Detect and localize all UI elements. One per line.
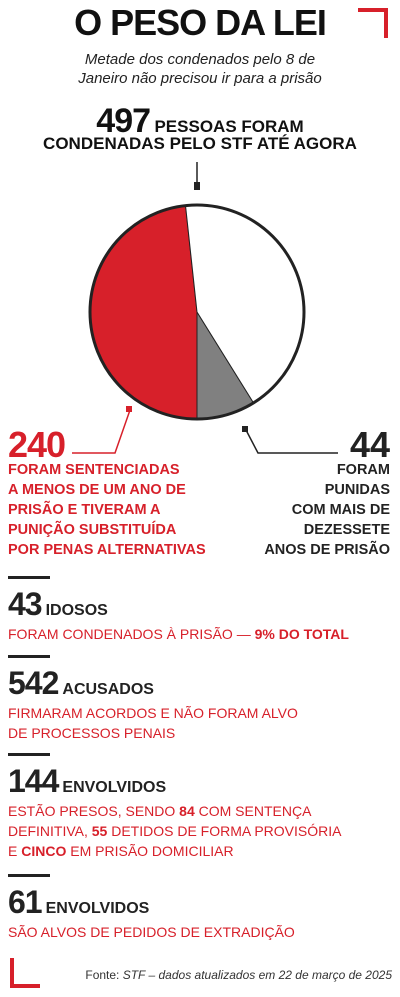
stat-text-highlight: 9% DO TOTAL [254, 626, 349, 642]
stat-text-part: E [8, 843, 22, 859]
source-note: Fonte: STF – dados atualizados em 22 de … [85, 968, 392, 982]
stat-number: 61 [8, 884, 43, 920]
stat-word: IDOSOS [45, 602, 108, 619]
red-leader-marker [126, 406, 132, 412]
red-leader-line [72, 409, 131, 454]
stat-text-part: DETIDOS DE FORMA PROVISÓRIA [107, 823, 342, 839]
stat-text-line: FIRMARAM ACORDOS E NÃO FORAM ALVO [8, 705, 298, 721]
stat-text-part: EM PRISÃO DOMICILIAR [66, 843, 234, 859]
gray-callout-line: ANOS DE PRISÃO [264, 542, 390, 558]
stat-word: ACUSADOS [62, 681, 154, 698]
stat-text-line: E CINCO EM PRISÃO DOMICILIAR [8, 841, 393, 861]
stat-text-idosos: FORAM CONDENADOS À PRISÃO — 9% DO TOTAL [8, 624, 393, 644]
gray-callout-line: COM MAIS DE [291, 502, 390, 518]
red-callout-line: PRISÃO E TIVERAM A [8, 502, 161, 518]
corner-bracket-bottom-left [10, 958, 40, 988]
stat-number: 144 [8, 763, 59, 799]
stat-text-highlight: 55 [91, 823, 108, 839]
gray-callout-line: FORAM [336, 462, 390, 478]
red-callout-text: FORAM SENTENCIADAS A MENOS DE UM ANO DE … [8, 460, 238, 560]
red-callout-line: POR PENAS ALTERNATIVAS [8, 542, 206, 558]
stat-text-acusados: FIRMARAM ACORDOS E NÃO FORAM ALVO DE PRO… [8, 703, 393, 743]
red-callout-number: 240 [8, 424, 66, 465]
divider [8, 655, 50, 658]
stat-text-part: FORAM CONDENADOS À PRISÃO — [8, 626, 255, 642]
stat-text-line: SÃO ALVOS DE PEDIDOS DE EXTRADIÇÃO [8, 924, 295, 940]
subtitle-line-1: Metade dos condenados pelo 8 de [84, 51, 316, 68]
divider [8, 576, 50, 579]
red-callout-line: FORAM SENTENCIADAS [8, 462, 180, 478]
stat-text-part: DEFINITIVA, [8, 823, 92, 839]
stat-text-part: COM SENTENÇA [194, 803, 312, 819]
stat-text-part: ESTÃO PRESOS, SENDO [8, 803, 180, 819]
gray-callout-line: DEZESSETE [303, 522, 390, 538]
chart-subtitle: Metade dos condenados pelo 8 de Janeiro … [40, 50, 360, 88]
stat-text-line: DE PROCESSOS PENAIS [8, 725, 176, 741]
total-label-line-1: PESSOAS FORAM [154, 117, 304, 136]
chart-title: O PESO DA LEI [74, 2, 327, 43]
total-headline: 497 PESSOAS FORAM [0, 102, 400, 141]
stat-text-line: DEFINITIVA, 55 DETIDOS DE FORMA PROVISÓR… [8, 821, 393, 841]
gray-leader-line [245, 429, 338, 454]
stat-text-line: ESTÃO PRESOS, SENDO 84 COM SENTENÇA [8, 801, 393, 821]
gray-callout-line: PUNIDAS [324, 482, 390, 498]
stat-heading-acusados: 542 ACUSADOS [8, 665, 154, 702]
stat-word: ENVOLVIDOS [45, 900, 150, 917]
divider [8, 874, 50, 877]
pie-outline [88, 203, 306, 421]
divider [8, 753, 50, 756]
source-text: STF – dados atualizados em 22 de março d… [122, 968, 392, 982]
total-number: 497 [96, 102, 151, 140]
total-label-line-2: CONDENADAS PELO STF ATÉ AGORA [43, 134, 357, 153]
stat-text-highlight: CINCO [21, 843, 67, 859]
subtitle-line-2: Janeiro não precisou ir para a prisão [78, 70, 322, 87]
gray-callout-number: 44 [349, 424, 390, 465]
stat-text-presos: ESTÃO PRESOS, SENDO 84 COM SENTENÇA DEFI… [8, 801, 393, 861]
corner-bracket-top-right [358, 8, 388, 38]
stat-heading-idosos: 43 IDOSOS [8, 586, 108, 623]
stat-heading-envolvidos-presos: 144 ENVOLVIDOS [8, 763, 166, 800]
stat-word: ENVOLVIDOS [62, 779, 167, 796]
gray-leader-marker [242, 426, 248, 432]
stat-number: 542 [8, 665, 59, 701]
stat-text-highlight: 84 [179, 803, 195, 819]
stat-heading-envolvidos-extradicao: 61 ENVOLVIDOS [8, 884, 149, 921]
gray-callout-text: FORAM PUNIDAS COM MAIS DE DEZESSETE ANOS… [220, 460, 390, 560]
source-label: Fonte: [85, 968, 123, 982]
red-callout-line: A MENOS DE UM ANO DE [8, 482, 186, 498]
stat-text-extradicao: SÃO ALVOS DE PEDIDOS DE EXTRADIÇÃO [8, 922, 393, 942]
stat-number: 43 [8, 586, 43, 622]
pie-slice-red [89, 205, 198, 420]
red-callout-line: PUNIÇÃO SUBSTITUÍDA [8, 522, 177, 538]
total-leader-marker [194, 182, 200, 190]
